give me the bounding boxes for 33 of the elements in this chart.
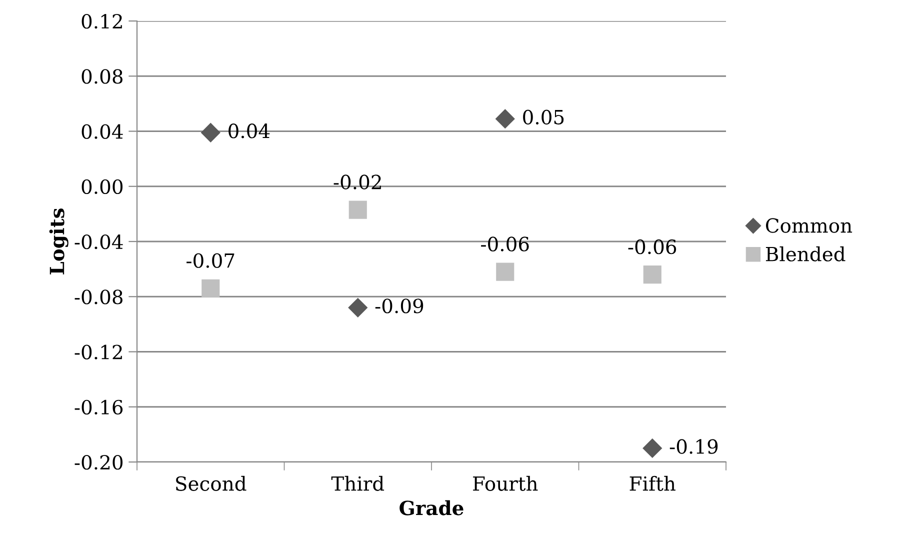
data-label: -0.06 — [481, 236, 529, 252]
y-tick-label: 0.08 — [82, 69, 122, 84]
data-label: -0.06 — [628, 239, 676, 254]
point — [348, 200, 367, 219]
legend-label: Blended — [766, 246, 846, 262]
data-label: 0.04 — [228, 124, 270, 138]
x-tick-label: Fourth — [473, 476, 538, 491]
y-tick-label: -0.04 — [74, 234, 123, 250]
x-tick-label: Fifth — [630, 476, 676, 491]
y-tick-label: 0.12 — [82, 14, 122, 29]
data-label: -0.02 — [334, 174, 381, 190]
point — [642, 438, 662, 458]
x-axis-title: Grade — [400, 500, 464, 516]
data-label: -0.19 — [670, 439, 718, 454]
y-tick-label: -0.20 — [74, 454, 123, 470]
data-label: -0.09 — [375, 298, 424, 314]
point — [201, 123, 220, 142]
point — [496, 262, 514, 281]
x-tick-label: Second — [176, 476, 246, 491]
y-tick-label: 0.00 — [82, 179, 123, 194]
point — [202, 279, 220, 298]
point — [348, 298, 368, 318]
data-label: 0.05 — [523, 110, 564, 124]
point — [496, 109, 515, 128]
y-tick-label: 0.04 — [82, 124, 123, 139]
x-tick-label: Third — [331, 476, 384, 491]
y-tick-label: -0.16 — [74, 400, 123, 415]
point — [643, 266, 662, 284]
y-axis-title: Logits — [49, 208, 68, 274]
legend-label: Common — [766, 218, 852, 233]
y-tick-label: -0.08 — [74, 290, 122, 304]
y-tick-label: -0.12 — [74, 344, 122, 360]
data-label: -0.07 — [186, 253, 234, 268]
